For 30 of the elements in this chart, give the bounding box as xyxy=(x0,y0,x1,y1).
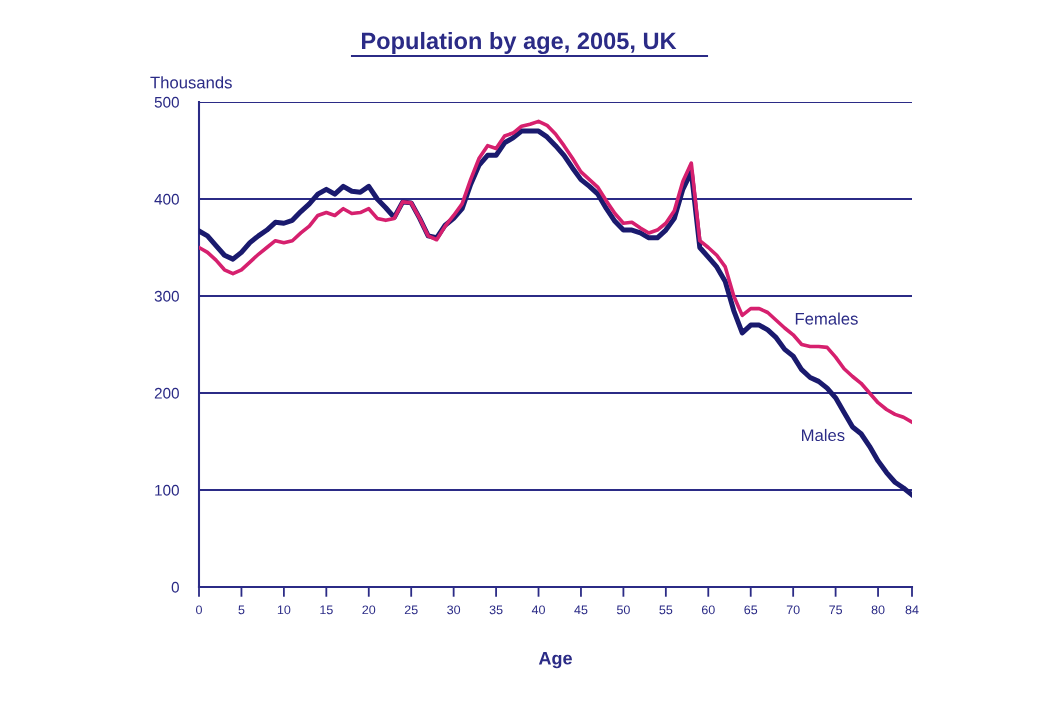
chart-title: Population by age, 2005, UK xyxy=(361,31,677,55)
x-tick-label: 25 xyxy=(404,605,418,615)
x-tick-label: 5 xyxy=(238,605,245,615)
y-tick-label: 400 xyxy=(154,193,179,205)
x-tick-label: 50 xyxy=(616,605,630,615)
x-tick-label: 40 xyxy=(531,605,545,615)
line-series xyxy=(199,119,912,424)
x-tick-label: 30 xyxy=(447,605,461,615)
x-axis-title: Age xyxy=(538,652,572,669)
series-label: Females xyxy=(795,312,858,325)
x-tick-label: 20 xyxy=(362,605,376,615)
y-axis-title: Thousands xyxy=(150,76,232,89)
series-label: Males xyxy=(802,428,845,442)
x-tick-label: 80 xyxy=(871,605,885,615)
x-tick-label: 15 xyxy=(320,605,333,615)
x-tick-label: 60 xyxy=(701,605,715,615)
x-tick-label: 0 xyxy=(196,605,202,615)
x-tick-label: 84 xyxy=(905,605,919,615)
x-tick-label: 55 xyxy=(659,605,673,615)
y-tick-label: 0 xyxy=(171,581,179,593)
x-tick-label: 65 xyxy=(744,605,758,615)
y-tick-label: 300 xyxy=(154,290,179,302)
y-tick-label: 500 xyxy=(154,96,179,108)
x-tick-label: 35 xyxy=(489,605,503,615)
x-tick-label: 10 xyxy=(277,605,291,615)
y-tick-label: 200 xyxy=(154,387,179,399)
y-tick-label: 100 xyxy=(155,484,179,496)
x-tick-label: 70 xyxy=(786,605,800,615)
x-tick-label: 75 xyxy=(829,605,843,615)
x-tick-label: 45 xyxy=(574,605,588,615)
